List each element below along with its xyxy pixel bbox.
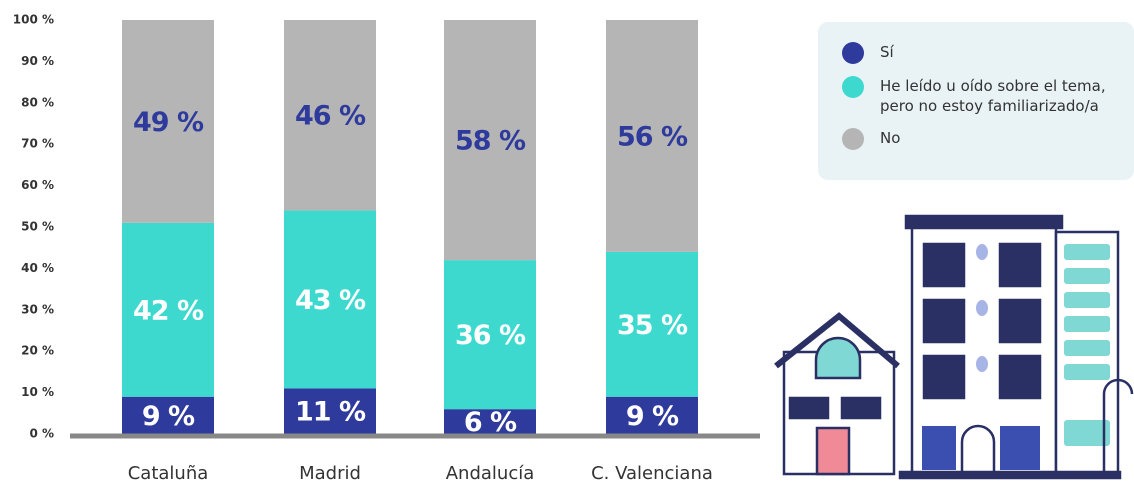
y-tick-label: 60 % xyxy=(21,178,54,192)
y-tick-label: 30 % xyxy=(21,302,54,316)
y-tick-label: 40 % xyxy=(21,261,54,275)
value-label: 6 % xyxy=(464,407,517,438)
building-roof xyxy=(906,216,1062,228)
legend-item: He leído u oído sobre el tema, pero no e… xyxy=(842,76,1118,116)
page: 0 % 10 % 20 % 30 % 40 % 50 % 60 % 70 % 80 % 90 % 1… xyxy=(0,0,1134,486)
legend: Sí He leído u oído sobre el tema, pero no… xyxy=(818,22,1134,180)
x-tick-label: C. Valenciana xyxy=(591,463,713,484)
house-window xyxy=(842,398,880,418)
building-window xyxy=(1000,426,1040,470)
value-label: 42 % xyxy=(133,295,204,326)
value-label: 9 % xyxy=(626,401,679,432)
ground xyxy=(900,472,1120,478)
y-tick-label: 50 % xyxy=(21,220,54,234)
value-label: 35 % xyxy=(617,310,688,341)
building-window xyxy=(922,426,956,470)
value-label: 11 % xyxy=(295,397,366,428)
y-tick-label: 70 % xyxy=(21,137,54,151)
value-label: 46 % xyxy=(295,101,366,132)
value-label: 49 % xyxy=(133,107,204,138)
legend-label: No xyxy=(880,128,1118,148)
value-label: 36 % xyxy=(455,320,526,351)
legend-item: No xyxy=(842,128,1118,150)
value-label: 43 % xyxy=(295,285,366,316)
legend-swatch xyxy=(842,128,864,150)
y-tick-label: 20 % xyxy=(21,344,54,358)
x-tick-label: Andalucía xyxy=(446,463,535,484)
legend-item: Sí xyxy=(842,42,1118,64)
y-tick-label: 90 % xyxy=(21,54,54,68)
house-window xyxy=(816,338,860,378)
value-label: 58 % xyxy=(455,126,526,157)
legend-label: He leído u oído sobre el tema, pero no e… xyxy=(880,76,1118,116)
value-label: 9 % xyxy=(142,401,195,432)
legend-label: Sí xyxy=(880,42,1118,62)
y-tick-label: 80 % xyxy=(21,95,54,109)
y-tick-label: 100 % xyxy=(13,13,54,27)
x-tick-label: Madrid xyxy=(299,463,361,484)
x-tick-label: Cataluña xyxy=(128,463,209,484)
illustration xyxy=(776,216,1132,478)
value-label: 56 % xyxy=(617,121,688,152)
y-tick-label: 10 % xyxy=(21,385,54,399)
house-window xyxy=(790,398,828,418)
y-tick-label: 0 % xyxy=(29,427,54,441)
legend-swatch xyxy=(842,76,864,98)
building-door xyxy=(962,426,994,474)
house-door xyxy=(817,428,849,474)
legend-swatch xyxy=(842,42,864,64)
